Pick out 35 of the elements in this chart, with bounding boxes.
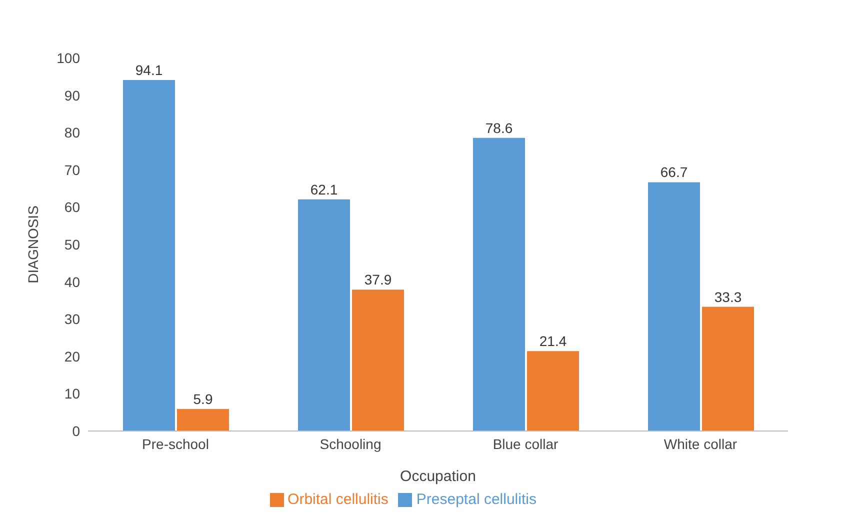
data-label: 66.7 [660,164,688,180]
y-tick-label: 100 [56,50,80,66]
bar [177,408,229,431]
legend-label: Orbital cellulitis [288,491,388,508]
x-tick-label: White collar [664,436,738,452]
y-tick-label: 10 [64,386,80,402]
bar [527,351,579,431]
x-tick-label: Blue collar [492,436,559,452]
y-tick-label: 50 [64,236,80,252]
bar [352,290,404,431]
data-label: 21.4 [539,333,567,350]
bar [702,306,754,431]
y-tick-label: 60 [64,199,80,216]
x-tick-label: Pre-school [142,436,209,452]
data-label: 62.1 [310,181,338,198]
data-label: 37.9 [364,272,392,288]
data-label: 33.3 [714,288,742,305]
data-label: 78.6 [485,120,513,136]
bar [648,182,700,431]
y-tick-label: 90 [64,87,80,104]
data-label: 94.1 [135,62,163,78]
x-axis-title: Occupation [400,468,476,485]
legend-label: Preseptal cellulitis [416,491,536,508]
data-label: 5.9 [193,390,213,407]
y-tick-label: 40 [64,274,80,290]
y-axis-title: DIAGNOSIS [24,206,41,284]
y-tick-label: 0 [72,422,80,439]
bar [298,199,350,431]
x-tick-label: Schooling [320,436,382,452]
bar [123,80,175,431]
bar [473,138,525,431]
y-tick-label: 80 [64,124,80,141]
y-tick-label: 20 [64,348,80,364]
y-tick-label: 70 [64,162,80,178]
y-tick-label: 30 [64,311,80,328]
